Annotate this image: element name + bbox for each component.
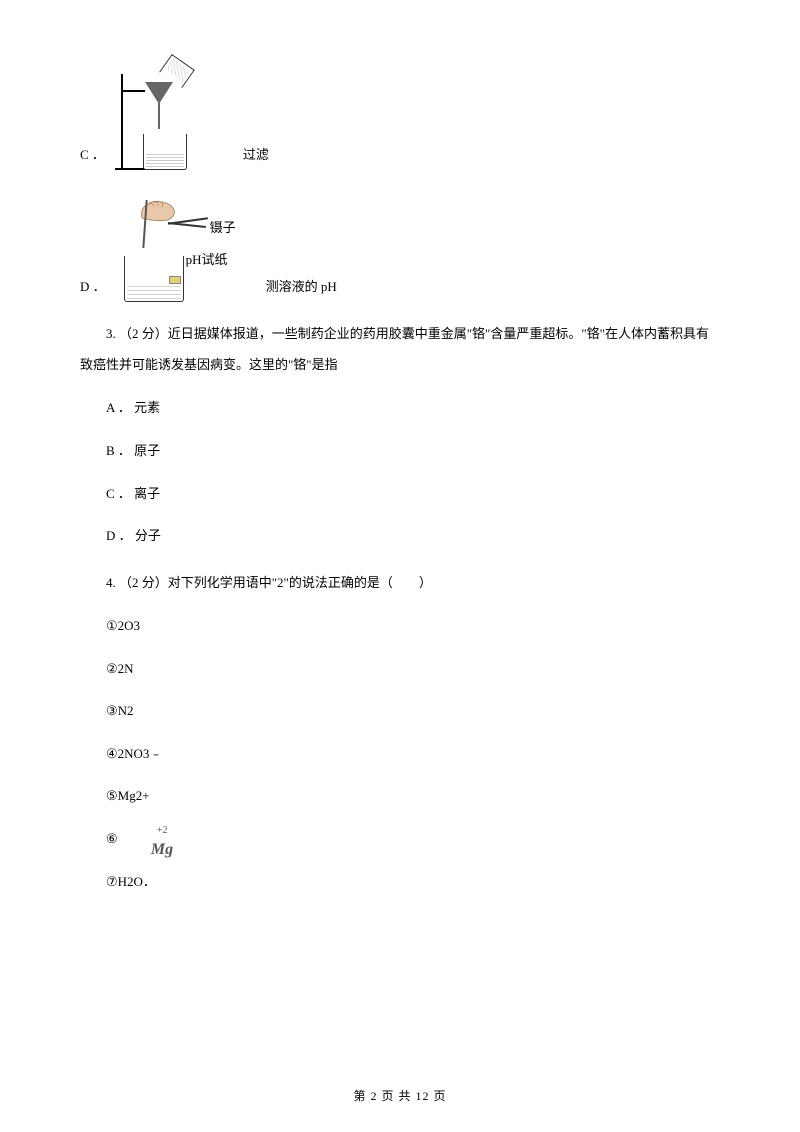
mg-formula-icon: +2 Mg: [125, 826, 173, 854]
q3-option-d: D ． 分子: [80, 522, 720, 551]
page-footer: 第 2 页 共 12 页: [0, 1087, 800, 1104]
mg-charge: +2: [131, 820, 168, 842]
mg-element: Mg: [151, 841, 173, 858]
q4-item-1: ①2O3: [80, 612, 720, 641]
q4-item-6-num: ⑥: [106, 831, 118, 846]
q4-item-6: ⑥ +2 Mg: [80, 825, 720, 854]
q4-item-2: ②2N: [80, 655, 720, 684]
q4-item-5: ⑤Mg2+: [80, 782, 720, 811]
q3-option-b: B ． 原子: [80, 437, 720, 466]
q4-item-3: ③N2: [80, 697, 720, 726]
ph-test-figure: 镊子 pH试纸: [116, 202, 256, 302]
beaker-icon: [124, 256, 184, 302]
filtration-figure: [115, 60, 205, 170]
q3-option-a: A ． 元素: [80, 394, 720, 423]
option-d-label: 测溶液的 pH: [266, 273, 337, 302]
option-c-letter: C ．: [80, 141, 105, 170]
question-3-text: 3. （2 分）近日据媒体报道，一些制药企业的药用胶囊中重金属"铬"含量严重超标…: [80, 318, 720, 380]
question-4-text: 4. （2 分）对下列化学用语中"2"的说法正确的是（ ）: [80, 567, 720, 598]
document-body: C ． 过滤 D ． 镊子 pH试: [80, 60, 720, 897]
option-c-row: C ． 过滤: [80, 60, 720, 170]
tweezers-label: 镊子: [210, 214, 236, 243]
option-d-letter: D ．: [80, 273, 106, 302]
q3-option-c: C ． 离子: [80, 480, 720, 509]
q4-item-4: ④2NO3﹣: [80, 740, 720, 769]
ph-paper-label: pH试纸: [186, 246, 228, 275]
option-c-label: 过滤: [243, 141, 269, 170]
q4-item-7: ⑦H2O．: [80, 868, 720, 897]
option-d-row: D ． 镊子 pH试纸 测溶液的 pH: [80, 202, 720, 302]
